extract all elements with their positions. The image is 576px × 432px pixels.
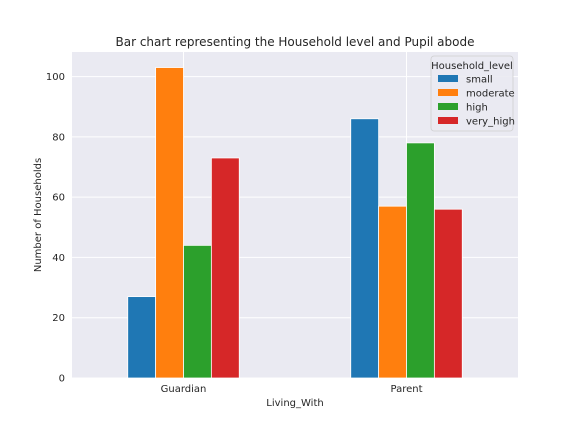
legend: Household_level small moderate high very_hi… xyxy=(430,55,515,132)
x-tick-label: Parent xyxy=(390,384,422,395)
bar-very_high-guardian xyxy=(210,157,240,379)
chart-title: Bar chart representing the Household lev… xyxy=(116,35,475,49)
bar-very_high-parent xyxy=(433,208,463,379)
legend-swatch-moderate xyxy=(438,89,458,96)
bar-moderate-parent xyxy=(378,205,407,379)
bar-high-parent xyxy=(406,142,435,379)
y-tick-label: 20 xyxy=(52,313,65,324)
y-axis-label: Number of Households xyxy=(33,158,44,272)
y-tick-label: 40 xyxy=(52,253,65,264)
legend-swatch-high xyxy=(438,103,458,110)
y-tick-label: 60 xyxy=(52,193,65,204)
bar-high-guardian xyxy=(183,244,212,379)
legend-swatch-very_high xyxy=(438,117,458,124)
legend-label-small: small xyxy=(466,75,493,86)
x-axis-label: Living_With xyxy=(266,398,323,409)
bar-small-parent xyxy=(350,118,380,379)
y-tick-label: 0 xyxy=(59,374,65,385)
bars xyxy=(127,67,463,379)
legend-box xyxy=(430,55,514,132)
x-axis-ticks: Guardian Parent xyxy=(161,384,423,395)
legend-title: Household_level xyxy=(431,61,513,72)
x-tick-label: Guardian xyxy=(161,384,207,395)
bar-small-guardian xyxy=(127,296,157,379)
legend-label-high: high xyxy=(466,103,488,114)
y-tick-label: 100 xyxy=(46,72,65,83)
y-tick-label: 80 xyxy=(52,132,65,143)
legend-swatch-small xyxy=(438,75,458,82)
bar-moderate-guardian xyxy=(155,67,184,379)
y-axis-ticks: 0 20 40 60 80 100 xyxy=(46,72,65,384)
legend-label-moderate: moderate xyxy=(466,89,515,100)
legend-label-very_high: very_high xyxy=(466,117,515,128)
